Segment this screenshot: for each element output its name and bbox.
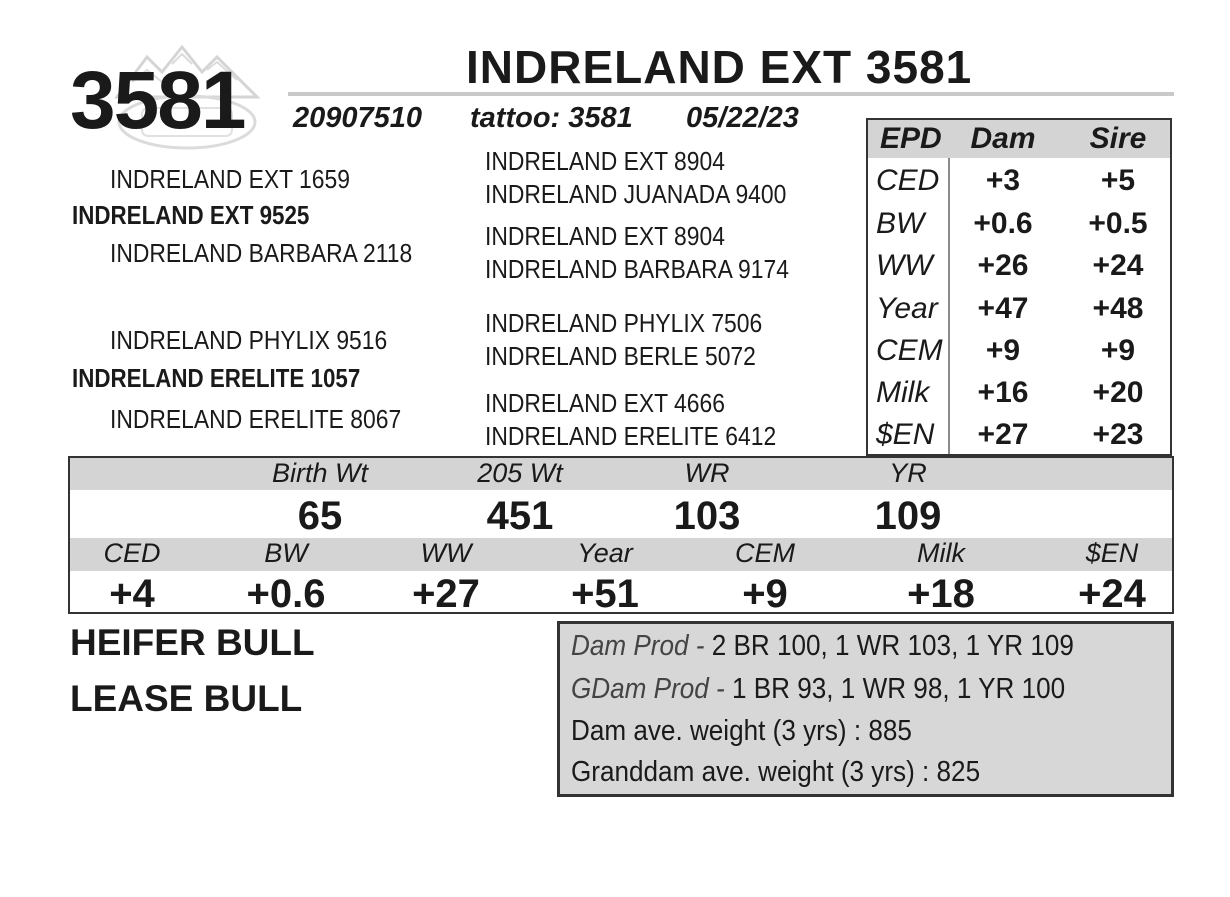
calf-epd-header-band bbox=[70, 538, 1172, 571]
epd-sire-bw: +0.5 bbox=[1088, 207, 1148, 240]
ggp-5: INDRELAND PHYLIX 7506 bbox=[485, 308, 763, 338]
granddam-average-weight: Granddam ave. weight (3 yrs) : 825 bbox=[571, 756, 981, 788]
dam-dam: INDRELAND ERELITE 8067 bbox=[110, 404, 402, 434]
animal-name: INDRELAND EXT 3581 bbox=[466, 41, 973, 93]
epd-dam-bw: +0.6 bbox=[973, 207, 1033, 240]
ranch-mountain-logo-icon bbox=[114, 44, 261, 150]
tattoo: tattoo: 3581 bbox=[470, 102, 633, 134]
title-rule bbox=[288, 92, 1174, 96]
registration-number: 20907510 bbox=[293, 102, 423, 134]
dam-prod-label: Dam Prod - bbox=[571, 630, 712, 662]
calf-epd-value-ww: +27 bbox=[412, 572, 480, 616]
epd-dam-cem: +9 bbox=[985, 334, 1021, 367]
epd-header-sire: Sire bbox=[1089, 122, 1147, 155]
designation-lease-bull: LEASE BULL bbox=[70, 678, 303, 719]
performance-table: Birth Wt 205 Wt WR YR 65 451 103 109 CED… bbox=[68, 456, 1174, 614]
sire: INDRELAND EXT 9525 bbox=[72, 200, 310, 230]
epd-dam-ww: +26 bbox=[977, 249, 1029, 282]
calf-epd-label-bw: BW bbox=[264, 538, 308, 568]
calf-epd-value-bw: +0.6 bbox=[246, 572, 326, 616]
ggp-8: INDRELAND ERELITE 6412 bbox=[485, 421, 777, 451]
epd-dam-milk: +16 bbox=[977, 376, 1029, 409]
dam-prod-line: Dam Prod - 2 BR 100, 1 WR 103, 1 YR 109 bbox=[571, 632, 1074, 661]
dam-sire: INDRELAND PHYLIX 9516 bbox=[110, 325, 388, 355]
epd-header-epd: EPD bbox=[880, 122, 942, 155]
epd-dam-ced: +3 bbox=[985, 164, 1021, 197]
epd-table-header bbox=[868, 120, 1170, 158]
calf-epd-value-year: +51 bbox=[571, 572, 639, 616]
ggp-6: INDRELAND BERLE 5072 bbox=[485, 341, 756, 371]
ggp-7: INDRELAND EXT 4666 bbox=[485, 388, 725, 418]
calf-epd-value-ced: +4 bbox=[109, 572, 155, 616]
epd-dam-year: +47 bbox=[977, 292, 1029, 325]
epd-sire-ww: +24 bbox=[1092, 249, 1144, 282]
gdam-prod-value: 1 BR 93, 1 WR 98, 1 YR 100 bbox=[731, 673, 1066, 705]
epd-table-divider bbox=[948, 158, 950, 454]
weight-value-205: 451 bbox=[486, 494, 554, 538]
sire-dam: INDRELAND BARBARA 2118 bbox=[110, 238, 413, 268]
gdam-prod-line: GDam Prod - 1 BR 93, 1 WR 98, 1 YR 100 bbox=[571, 675, 1065, 704]
calf-epd-label-ced: CED bbox=[103, 538, 161, 568]
epd-trait-en: $EN bbox=[876, 418, 935, 451]
designation-heifer-bull: HEIFER BULL bbox=[70, 622, 315, 663]
weight-label-birth: Birth Wt bbox=[271, 458, 368, 488]
dam: INDRELAND ERELITE 1057 bbox=[72, 363, 361, 393]
weight-value-birth: 65 bbox=[297, 494, 343, 538]
production-box: Dam Prod - 2 BR 100, 1 WR 103, 1 YR 109 … bbox=[557, 621, 1174, 797]
calf-epd-label-en: $EN bbox=[1085, 538, 1139, 568]
epd-dam-en: +27 bbox=[977, 418, 1029, 451]
calf-epd-label-year: Year bbox=[577, 538, 633, 568]
gdam-prod-label: GDam Prod - bbox=[571, 673, 732, 705]
epd-trait-milk: Milk bbox=[876, 376, 930, 409]
ggp-3: INDRELAND EXT 8904 bbox=[485, 221, 725, 251]
epd-sire-milk: +20 bbox=[1092, 376, 1144, 409]
epd-trait-bw: BW bbox=[876, 207, 925, 240]
epd-trait-year: Year bbox=[876, 292, 938, 325]
calf-epd-value-cem: +9 bbox=[742, 572, 788, 616]
ggp-4: INDRELAND BARBARA 9174 bbox=[485, 254, 789, 284]
birth-date: 05/22/23 bbox=[686, 102, 799, 134]
calf-epd-value-en: +24 bbox=[1078, 572, 1146, 616]
sire-sire: INDRELAND EXT 1659 bbox=[110, 164, 350, 194]
epd-sire-en: +23 bbox=[1092, 418, 1144, 451]
epd-header-dam: Dam bbox=[970, 122, 1036, 155]
epd-trait-ced: CED bbox=[876, 164, 940, 197]
lot-number: 3581 bbox=[70, 55, 246, 146]
weight-value-yr: 109 bbox=[874, 494, 942, 538]
weights-header-band bbox=[70, 458, 1172, 490]
calf-epd-label-ww: WW bbox=[420, 538, 472, 568]
calf-epd-label-cem: CEM bbox=[735, 538, 795, 568]
epd-sire-ced: +5 bbox=[1100, 164, 1136, 197]
calf-epd-value-milk: +18 bbox=[907, 572, 975, 616]
ggp-1: INDRELAND EXT 8904 bbox=[485, 146, 725, 176]
dam-prod-value: 2 BR 100, 1 WR 103, 1 YR 109 bbox=[711, 630, 1074, 662]
ggp-2: INDRELAND JUANADA 9400 bbox=[485, 179, 787, 209]
weight-label-205: 205 Wt bbox=[477, 458, 563, 488]
epd-sire-cem: +9 bbox=[1100, 334, 1136, 367]
epd-trait-ww: WW bbox=[876, 249, 933, 282]
parent-epd-table: EPD Dam Sire CED +3 +5 BW +0.6 +0.5 WW +… bbox=[866, 118, 1172, 456]
epd-sire-year: +48 bbox=[1092, 292, 1144, 325]
epd-trait-cem: CEM bbox=[876, 334, 943, 367]
weight-label-yr: YR bbox=[889, 458, 927, 488]
dam-average-weight: Dam ave. weight (3 yrs) : 885 bbox=[571, 715, 912, 747]
weight-label-wr: WR bbox=[684, 458, 730, 488]
calf-epd-label-milk: Milk bbox=[917, 538, 965, 568]
weight-value-wr: 103 bbox=[673, 494, 741, 538]
